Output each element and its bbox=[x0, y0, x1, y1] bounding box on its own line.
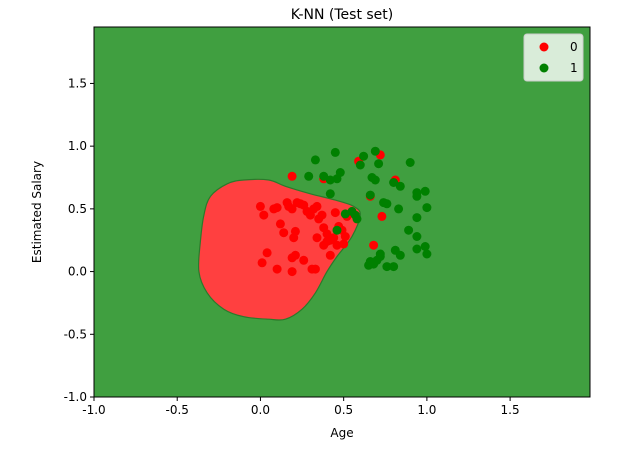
y-tick-label-0: -1.0 bbox=[64, 390, 87, 404]
x-axis-ticks: -1.0 -0.5 0.0 0.5 1.0 1.5 bbox=[82, 397, 520, 417]
point-class-1-5 bbox=[335, 168, 345, 177]
point-class-0-43 bbox=[325, 250, 335, 260]
y-axis-label: Estimated Salary bbox=[30, 161, 44, 263]
point-class-0-0 bbox=[255, 201, 265, 211]
point-class-1-37 bbox=[382, 262, 392, 272]
point-class-1-28 bbox=[404, 225, 414, 235]
x-tick-label-5: 1.5 bbox=[501, 403, 520, 417]
point-class-0-39 bbox=[290, 250, 300, 260]
x-tick-label-4: 1.0 bbox=[417, 403, 436, 417]
point-class-1-34 bbox=[395, 250, 405, 260]
point-class-1-42 bbox=[372, 255, 382, 265]
legend-label-class-0: 0 bbox=[570, 40, 578, 54]
point-class-1-21 bbox=[405, 158, 415, 167]
y-tick-label-2: 0.0 bbox=[68, 265, 87, 279]
point-class-0-1 bbox=[259, 210, 269, 220]
point-class-0-23 bbox=[329, 233, 339, 243]
point-class-0-5 bbox=[279, 228, 289, 238]
point-class-1-27 bbox=[412, 213, 422, 223]
point-class-1-16 bbox=[365, 190, 375, 200]
y-tick-label-5: 1.5 bbox=[68, 76, 87, 90]
point-class-1-20 bbox=[395, 181, 405, 191]
legend: 0 1 bbox=[523, 33, 584, 82]
point-class-0-34 bbox=[257, 258, 267, 268]
point-class-1-32 bbox=[422, 249, 432, 259]
point-class-0-31 bbox=[322, 237, 332, 246]
legend-box bbox=[523, 33, 584, 82]
y-tick-label-1: -0.5 bbox=[64, 327, 87, 341]
y-axis-ticks: -1.0 -0.5 0.0 0.5 1.0 1.5 bbox=[64, 76, 94, 404]
point-class-0-24 bbox=[330, 208, 340, 218]
point-class-1-18 bbox=[382, 199, 392, 209]
point-class-1-15 bbox=[370, 175, 380, 185]
point-class-1-6 bbox=[325, 189, 335, 199]
point-class-0-17 bbox=[312, 201, 322, 211]
point-class-0-3 bbox=[272, 203, 282, 213]
point-class-1-44 bbox=[332, 225, 342, 235]
point-class-1-24 bbox=[420, 186, 430, 196]
point-class-0-4 bbox=[275, 219, 285, 229]
point-class-0-40 bbox=[299, 255, 309, 265]
point-class-0-37 bbox=[287, 267, 297, 277]
y-tick-label-4: 1.0 bbox=[68, 139, 87, 153]
point-class-0-36 bbox=[272, 264, 282, 274]
point-class-1-23 bbox=[412, 191, 422, 201]
point-class-0-10 bbox=[290, 226, 300, 236]
point-class-0-51 bbox=[369, 240, 379, 250]
point-class-1-14 bbox=[374, 159, 384, 169]
x-tick-label-3: 0.5 bbox=[334, 403, 353, 417]
point-class-0-8 bbox=[287, 204, 297, 214]
point-class-0-29 bbox=[312, 233, 322, 243]
chart-title: K-NN (Test set) bbox=[291, 7, 394, 23]
legend-label-class-1: 1 bbox=[570, 61, 578, 75]
point-class-1-10 bbox=[355, 160, 365, 170]
point-class-0-33 bbox=[339, 239, 349, 249]
x-tick-label-2: 0.0 bbox=[251, 403, 270, 417]
scatter-points bbox=[255, 146, 432, 277]
point-class-1-31 bbox=[420, 242, 430, 251]
point-class-1-19 bbox=[389, 178, 399, 187]
point-class-1-0 bbox=[310, 155, 320, 165]
point-class-1-26 bbox=[394, 204, 404, 214]
x-tick-label-1: -0.5 bbox=[166, 403, 189, 417]
point-class-0-27 bbox=[340, 232, 350, 241]
legend-marker-class-1 bbox=[539, 63, 549, 73]
point-class-1-30 bbox=[412, 244, 422, 254]
point-class-1-38 bbox=[389, 262, 399, 272]
point-class-0-35 bbox=[262, 248, 272, 258]
point-class-1-11 bbox=[359, 151, 369, 161]
point-class-1-1 bbox=[330, 147, 340, 157]
point-class-1-43 bbox=[304, 171, 314, 181]
point-class-0-32 bbox=[332, 240, 342, 250]
point-class-1-2 bbox=[319, 171, 329, 181]
point-class-1-13 bbox=[370, 146, 380, 156]
x-tick-label-0: -1.0 bbox=[82, 403, 105, 417]
point-class-0-19 bbox=[317, 210, 327, 220]
y-tick-label-3: 0.5 bbox=[68, 202, 87, 216]
point-class-0-44 bbox=[287, 171, 297, 181]
point-class-1-45 bbox=[350, 210, 360, 220]
point-class-1-25 bbox=[422, 203, 432, 213]
legend-marker-class-0 bbox=[539, 42, 549, 52]
point-class-0-49 bbox=[377, 211, 387, 221]
plot-frame bbox=[93, 26, 591, 398]
point-class-1-3 bbox=[325, 175, 335, 185]
point-class-1-29 bbox=[412, 232, 422, 241]
point-class-0-42 bbox=[310, 264, 320, 274]
x-axis-label: Age bbox=[330, 426, 353, 440]
